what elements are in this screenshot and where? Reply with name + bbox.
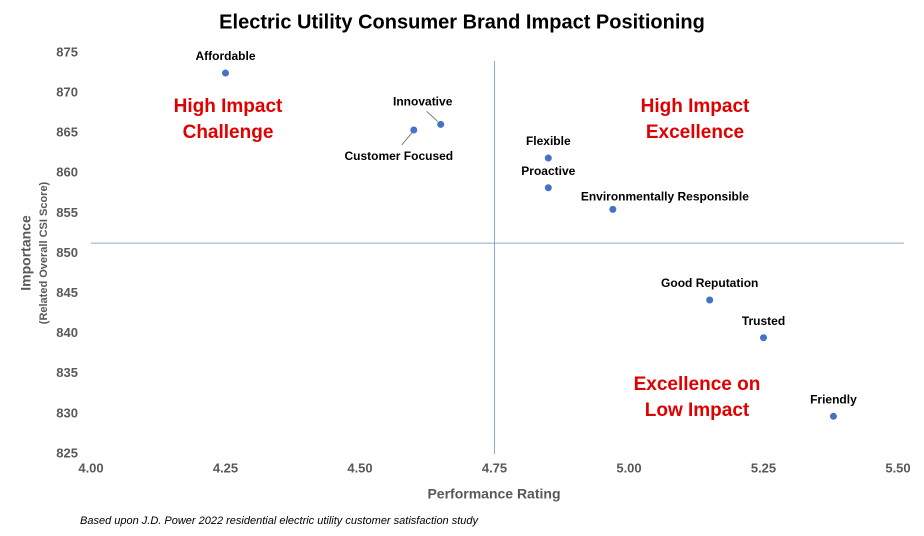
point [544, 184, 552, 192]
point-label: Trusted [742, 314, 785, 328]
quadrant-label: Excellence on [634, 374, 761, 395]
y-tick-label: 875 [56, 44, 78, 59]
leader-line [426, 111, 439, 122]
point-label: Customer Focused [344, 149, 453, 163]
quadrant-label: Low Impact [645, 400, 750, 421]
point [544, 154, 552, 162]
y-tick-label: 830 [56, 405, 78, 420]
x-tick-label: 4.75 [482, 460, 507, 475]
point [760, 334, 767, 342]
point-label: Good Reputation [661, 276, 758, 290]
point-label: Affordable [196, 49, 256, 63]
y-axis-sublabel: (Related Overall CSI Score) [38, 181, 50, 324]
y-tick-label: 825 [56, 445, 78, 460]
quadrant-label: Excellence [646, 122, 744, 143]
point-label: Innovative [393, 95, 453, 109]
x-tick-label: 5.25 [751, 460, 776, 475]
x-tick-label: 5.00 [616, 460, 641, 475]
y-axis-label: Importance [18, 215, 34, 291]
x-axis-label: Performance Rating [427, 486, 560, 502]
footnote: Based upon J.D. Power 2022 residential e… [80, 515, 480, 527]
y-tick-label: 850 [56, 245, 78, 260]
leader-line [401, 132, 413, 146]
point [410, 126, 418, 134]
point [609, 205, 617, 213]
point [706, 296, 714, 304]
point-label: Environmentally Responsible [581, 190, 749, 204]
y-tick-label: 865 [56, 125, 78, 140]
y-tick-label: 840 [56, 325, 78, 340]
point [222, 69, 229, 77]
chart-title: Electric Utility Consumer Brand Impact P… [219, 11, 705, 33]
point-label: Proactive [521, 164, 575, 178]
y-tick-label: 835 [56, 365, 78, 380]
quadrant-label: Challenge [183, 122, 274, 143]
y-tick-label: 855 [56, 205, 78, 220]
point [829, 412, 837, 420]
x-tick-label: 4.25 [213, 460, 238, 475]
quadrant-label: High Impact [641, 96, 750, 117]
x-tick-label: 4.50 [347, 460, 372, 475]
y-tick-label: 870 [56, 85, 78, 100]
quadrant-label: High Impact [174, 96, 283, 117]
y-tick-label: 845 [56, 285, 78, 300]
x-tick-label: 4.00 [78, 460, 103, 475]
point-label: Friendly [810, 392, 857, 406]
point [437, 120, 445, 128]
point-label: Flexible [526, 134, 571, 148]
x-tick-label: 5.50 [885, 460, 910, 475]
y-tick-label: 860 [56, 165, 78, 180]
